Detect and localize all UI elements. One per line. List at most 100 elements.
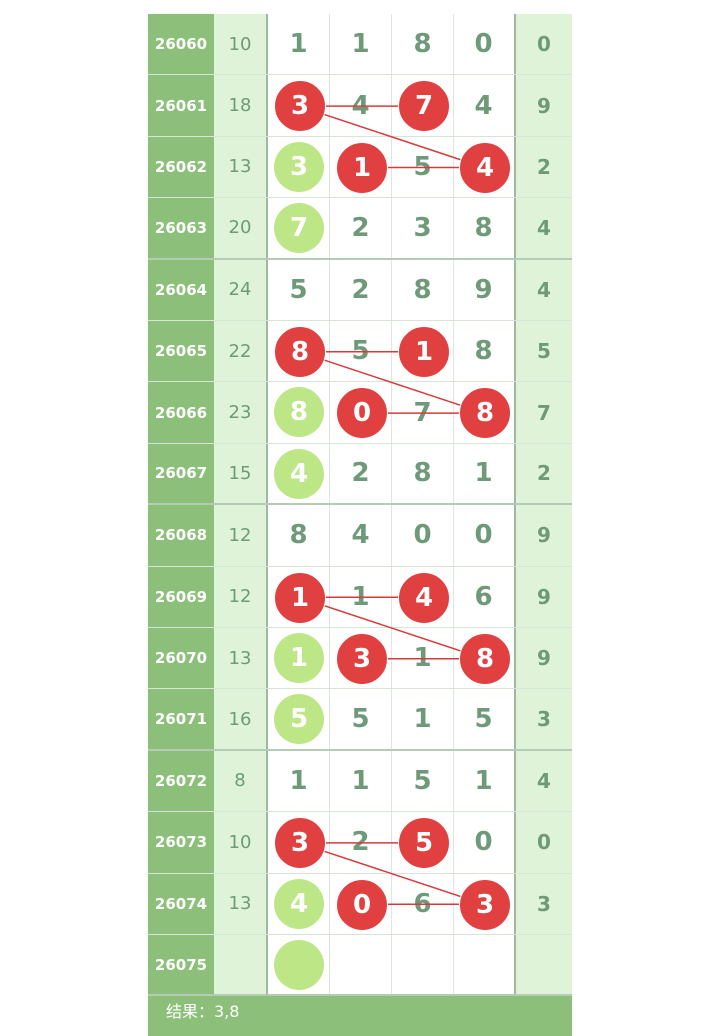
period-id: 26065 [148,321,214,382]
digit-cell: 3 [268,75,330,136]
result-footer: 结果：3,8 [148,996,572,1036]
sum-value: 13 [214,136,268,198]
table-row: 26072 8 1 1 5 1 4 [148,750,572,813]
digit-cell: 3 [392,198,454,258]
table-row: 26073 10 3 2 5 0 0 [148,812,572,874]
red-ball: 8 [459,633,511,685]
green-ball: 1 [274,633,324,683]
red-ball: 4 [459,141,511,194]
digit-cell: 0 [392,505,454,566]
green-ball: 5 [274,694,324,745]
table-row: 26061 18 3 4 7 4 9 [148,75,572,137]
period-id: 26060 [148,14,214,75]
digit-cell: 0 [330,873,392,934]
period-id: 26063 [148,198,214,258]
digit-cell: 4 [268,443,330,504]
last-value [514,935,572,995]
period-id: 26074 [148,873,214,934]
period-id: 26069 [148,566,214,627]
digit-cell: 1 [392,321,454,382]
table-row: 26069 12 1 1 4 6 9 [148,566,572,628]
digit-cell: 1 [330,136,392,198]
period-id: 26070 [148,628,214,689]
period-id: 26064 [148,259,214,320]
sum-value: 16 [214,689,268,749]
sum-value: 10 [214,14,268,75]
digit-cell: 5 [392,812,454,873]
digit-cell: 1 [268,14,330,75]
digit-cell: 8 [268,382,330,443]
digit-cell: 3 [268,812,330,873]
trend-line [298,105,485,169]
digit-cell: 2 [330,259,392,320]
last-value: 7 [514,382,572,443]
red-ball: 3 [274,817,326,870]
digit-cell: 8 [453,628,515,689]
green-ball [274,940,324,990]
table-row: 26063 20 7 2 3 8 4 [148,198,572,260]
last-value: 9 [514,505,572,566]
digit-cell: 8 [392,443,454,504]
sum-value: 23 [214,382,268,443]
red-ball: 8 [459,387,511,440]
period-id: 26062 [148,136,214,198]
digit-cell: 5 [268,689,330,749]
period-id: 26067 [148,443,214,504]
digit-cell: 7 [392,75,454,136]
digit-cell: 2 [330,443,392,504]
red-ball: 1 [336,141,388,194]
trend-line [298,596,485,660]
red-ball: 1 [274,571,326,624]
digit-cell: 3 [268,136,330,198]
red-ball: 5 [398,817,450,870]
digit-cell: 8 [392,259,454,320]
digit-cell: 5 [330,689,392,749]
last-value: 9 [514,75,572,136]
digit-cell: 4 [392,566,454,627]
last-value: 9 [514,566,572,627]
period-id: 26066 [148,382,214,443]
sum-value: 10 [214,812,268,873]
table-row: 26066 23 8 0 7 8 7 [148,382,572,444]
green-ball: 4 [274,878,324,929]
period-id: 26072 [148,750,214,812]
digit-cell: 1 [330,14,392,75]
last-value: 9 [514,628,572,689]
table-row: 26067 15 4 2 8 1 2 [148,443,572,506]
sum-value: 13 [214,628,268,689]
digit-cell [330,935,392,995]
digit-cell: 8 [453,382,515,443]
digit-cell: 1 [268,750,330,812]
red-ball: 3 [274,80,326,133]
period-id: 26071 [148,689,214,749]
last-value: 4 [514,198,572,258]
digit-cell: 0 [330,382,392,443]
digit-cell: 1 [268,566,330,627]
sum-value [214,935,268,995]
table-row: 26064 24 5 2 8 9 4 [148,259,572,321]
green-ball: 3 [274,141,324,192]
table-row: 26062 13 3 1 5 4 2 [148,136,572,199]
digit-cell: 5 [392,750,454,812]
last-value: 5 [514,321,572,382]
red-ball: 0 [336,387,388,440]
digit-cell: 8 [268,505,330,566]
green-ball: 7 [274,203,324,254]
red-ball: 4 [398,571,450,624]
red-ball: 3 [336,633,388,685]
sum-value: 12 [214,505,268,566]
last-value: 3 [514,873,572,934]
digit-cell [268,935,330,995]
digit-cell: 8 [392,14,454,75]
sum-value: 12 [214,566,268,627]
last-value: 2 [514,443,572,504]
sum-value: 13 [214,873,268,934]
red-ball: 1 [398,326,450,378]
digit-cell: 3 [453,873,515,934]
digit-cell: 7 [268,198,330,258]
digit-cell: 4 [453,136,515,198]
sum-value: 15 [214,443,268,504]
period-id: 26068 [148,505,214,566]
digit-cell [392,935,454,995]
trend-line [298,842,485,906]
